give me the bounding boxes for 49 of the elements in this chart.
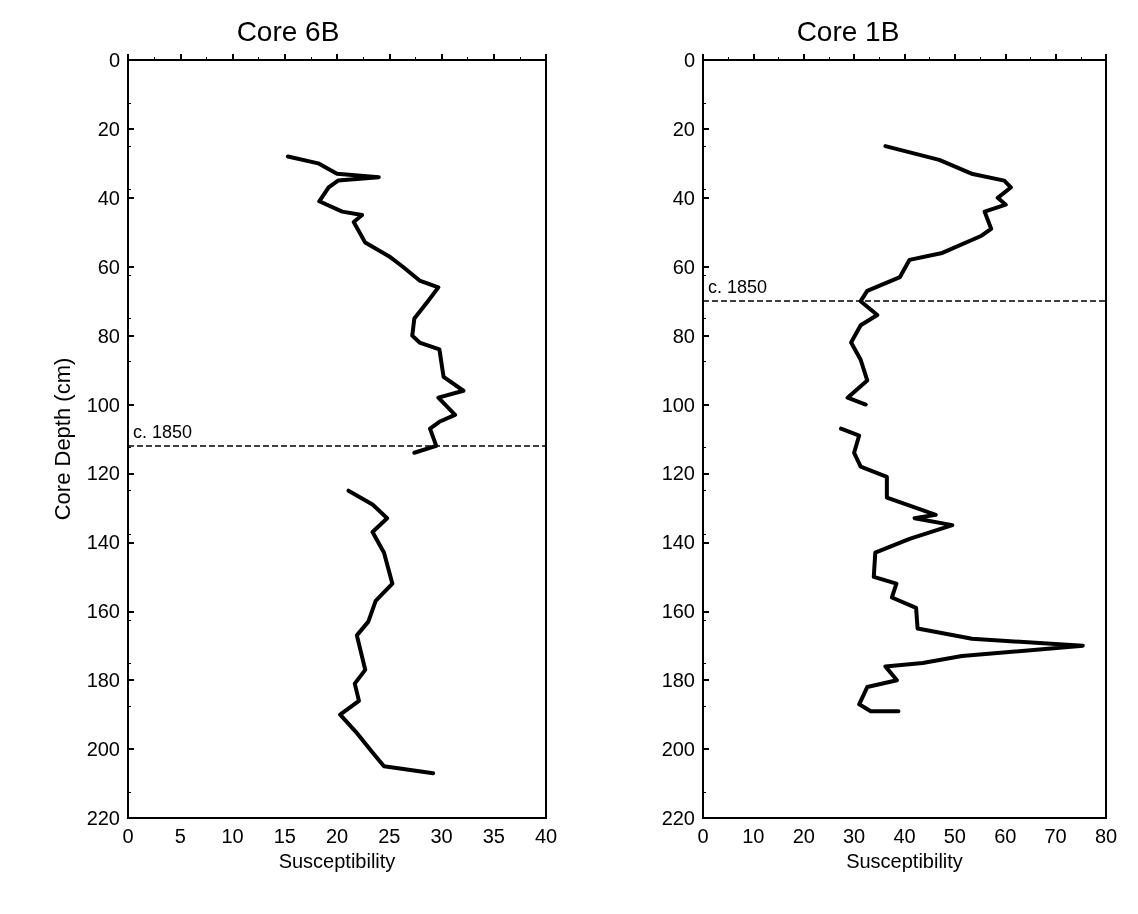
y-tick-label: 0 [683,49,695,71]
x-tick-label: 10 [742,825,765,847]
y-tick-label: 220 [86,807,120,829]
ref-line-label: c. 1850 [133,421,193,442]
x-tick-label: 35 [482,825,505,847]
y-axis-title: Core Depth (cm) [49,357,75,521]
x-tick-label: 40 [534,825,558,847]
y-tick-label: 60 [97,255,120,278]
chart-title: Core 1B [796,15,900,47]
y-tick-label: 140 [86,531,120,554]
x-tick-label: 30 [843,825,866,847]
x-tick-label: 25 [378,825,401,847]
y-tick-label: 100 [86,393,120,416]
x-tick-label: 40 [893,825,916,847]
chart-title: Core 6B [236,15,340,47]
x-tick-label: 30 [430,825,453,847]
y-tick-label: 80 [672,324,695,347]
x-tick-label: 15 [273,825,296,847]
y-tick-label: 160 [661,600,695,623]
ref-line-label: c. 1850 [708,277,768,298]
y-tick-label: 200 [86,738,120,761]
y-tick-label: 220 [661,807,695,829]
y-tick-label: 0 [108,49,120,71]
y-tick-label: 20 [672,117,695,140]
x-tick-label: 60 [994,825,1017,847]
y-tick-label: 120 [661,462,695,485]
y-tick-label: 140 [661,531,695,554]
x-tick-label: 20 [792,825,815,847]
x-tick-label: 5 [174,825,186,847]
y-tick-label: 180 [661,669,695,692]
y-tick-label: 160 [86,600,120,623]
y-tick-label: 60 [672,255,695,278]
x-tick-label: 80 [1094,825,1118,847]
x-tick-label: 10 [221,825,244,847]
x-axis-title: Susceptibility [846,849,963,872]
x-tick-label: 0 [122,825,134,847]
y-tick-label: 100 [661,393,695,416]
y-tick-label: 40 [672,186,695,209]
x-tick-label: 50 [943,825,966,847]
y-tick-label: 180 [86,669,120,692]
y-tick-label: 40 [97,186,120,209]
x-tick-label: 70 [1044,825,1067,847]
y-tick-label: 20 [97,117,120,140]
y-tick-label: 80 [97,324,120,347]
x-tick-label: 0 [697,825,709,847]
y-tick-label: 120 [86,462,120,485]
y-tick-label: 200 [661,738,695,761]
x-axis-title: Susceptibility [278,849,396,872]
x-tick-label: 20 [325,825,349,847]
